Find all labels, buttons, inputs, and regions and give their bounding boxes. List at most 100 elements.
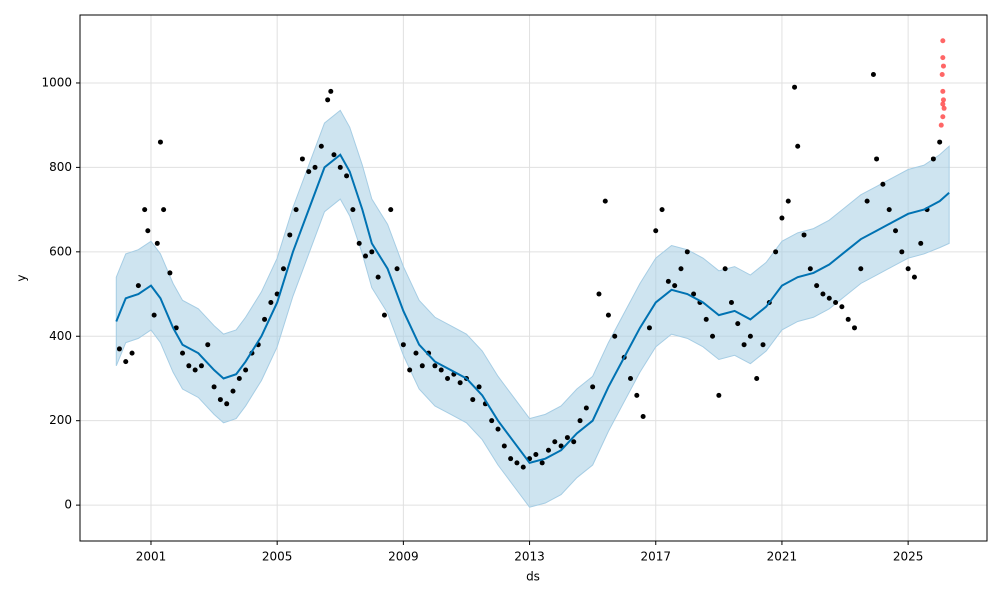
observed-point [710,333,716,339]
observed-point [262,316,268,322]
outlier-point [939,72,945,78]
observed-point [552,439,558,445]
observed-point [691,291,697,297]
observed-point [735,321,741,327]
observed-point [198,363,204,369]
observed-point [558,443,564,449]
observed-point [438,367,444,373]
observed-point [628,375,634,381]
observed-point [937,139,943,145]
observed-point [363,253,369,259]
y-tick-label: 0 [64,498,72,512]
observed-point [583,405,589,411]
observed-point [236,375,242,381]
outlier-point [940,101,946,107]
observed-point [337,164,343,170]
observed-point [899,249,905,255]
observed-point [123,359,129,365]
y-tick-label: 800 [49,160,72,174]
observed-point [839,304,845,310]
observed-point [508,456,514,462]
observed-point [394,266,400,272]
observed-point [173,325,179,331]
observed-point [514,460,520,466]
outlier-point [938,122,944,128]
observed-point [634,392,640,398]
x-axis-label: ds [526,570,540,584]
observed-point [703,316,709,322]
observed-point [116,346,122,352]
outlier-point [941,105,947,111]
observed-point [186,363,192,369]
observed-point [400,342,406,348]
observed-point [407,367,413,373]
observed-point [432,363,438,369]
observed-point [672,283,678,289]
observed-point [457,380,463,386]
observed-point [205,342,211,348]
forecast-line [115,153,950,465]
observed-point [312,164,318,170]
observed-point [716,392,722,398]
observed-point [684,249,690,255]
observed-point [678,266,684,272]
observed-point [833,299,839,305]
outlier-point [940,38,946,44]
observed-point [375,274,381,280]
observed-point [886,207,892,213]
observed-point [151,312,157,318]
observed-point [445,375,451,381]
y-tick-label: 600 [49,244,72,258]
observed-point [577,418,583,424]
observed-point [930,156,936,162]
observed-point [665,278,671,284]
observed-point [280,266,286,272]
observed-point [344,173,350,179]
observed-point [612,333,618,339]
observed-point [533,451,539,457]
observed-point [659,207,665,213]
outlier-point [940,88,946,94]
observed-point [350,207,356,213]
observed-point [596,291,602,297]
observed-point [911,274,917,280]
observed-point [602,198,608,204]
y-tick-label: 200 [49,413,72,427]
x-tick-label: 2009 [388,550,419,564]
observed-point [747,333,753,339]
observed-point [893,228,899,234]
observed-point [388,207,394,213]
x-tick-label: 2001 [136,550,167,564]
x-tick-label: 2017 [640,550,671,564]
y-tick-label: 1000 [41,75,72,89]
observed-point [129,350,135,356]
observed-point [325,97,331,103]
observed-point [180,350,186,356]
observed-point [880,181,886,187]
observed-point [741,342,747,348]
observed-point [331,152,337,158]
observed-point [590,384,596,390]
observed-point [268,299,274,305]
observed-point [489,418,495,424]
observed-point [754,375,760,381]
observed-point [646,325,652,331]
observed-point [870,72,876,78]
observed-point [571,439,577,445]
observed-point [145,228,151,234]
observed-point [605,312,611,318]
observed-point [792,84,798,90]
x-tick-label: 2025 [893,550,924,564]
observed-point [328,88,334,94]
observed-point [807,266,813,272]
outlier-point [940,97,946,103]
observed-point [653,228,659,234]
observed-point [167,270,173,276]
uncertainty-band [115,109,950,508]
observed-point [845,316,851,322]
observed-point [564,435,570,441]
observed-point [224,401,230,407]
observed-point [318,143,324,149]
